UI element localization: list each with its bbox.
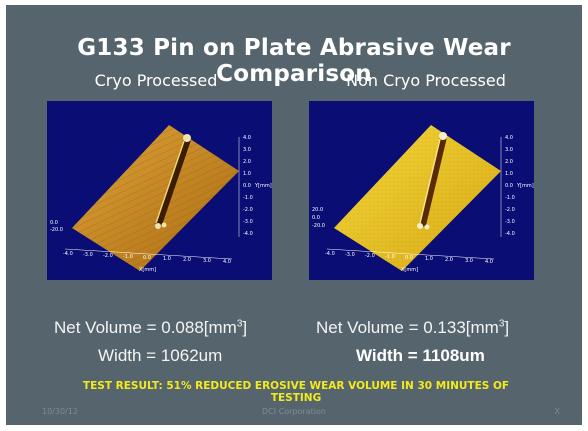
x-tick: -3.0 — [83, 252, 93, 258]
x-tick: -1.0 — [385, 254, 395, 260]
z-tick: 0.0 — [50, 220, 58, 226]
y-axis-label: Y[mm] — [516, 183, 534, 189]
y-tick: 3.0 — [505, 147, 513, 153]
y-tick: 1.0 — [243, 171, 251, 177]
non-cryo-wear-track — [419, 135, 447, 227]
y-tick: 4.0 — [243, 135, 251, 141]
z-tick: -20.0 — [50, 227, 63, 233]
x-tick: 3.0 — [203, 258, 211, 264]
cryo-wear-track — [155, 137, 191, 227]
non-cryo-net-volume: Net Volume = 0.133[mm3] — [316, 318, 509, 338]
z-tick: 20.0 — [312, 207, 323, 213]
z-tick: 0.0 — [312, 215, 320, 221]
y-tick: -1.0 — [243, 195, 253, 201]
y-tick: -2.0 — [243, 207, 253, 213]
x-tick: 4.0 — [223, 259, 231, 265]
x-tick: 1.0 — [425, 256, 433, 262]
x-tick: 0.0 — [143, 255, 151, 261]
slide: G133 Pin on Plate Abrasive Wear Comparis… — [6, 5, 582, 425]
test-result-line: TESTING — [270, 392, 322, 404]
x-tick: 1.0 — [163, 256, 171, 262]
test-result-line: TEST RESULT: 51% REDUCED EROSIVE WEAR VO… — [82, 380, 510, 392]
non-cryo-axes: 4.0 3.0 2.0 1.0 0.0 -1.0 -2.0 -3.0 -4.0 … — [312, 135, 534, 273]
test-result: TEST RESULT: 51% REDUCED EROSIVE WEAR VO… — [36, 380, 556, 404]
x-tick: -1.0 — [123, 254, 133, 260]
non-cryo-net-volume-exponent: 3 — [498, 318, 505, 330]
x-axis-label: X[mm] — [401, 267, 418, 273]
footer-date: 10/30/12 — [42, 407, 78, 416]
y-tick: 1.0 — [505, 171, 513, 177]
y-tick: -3.0 — [505, 219, 515, 225]
y-tick: -3.0 — [243, 219, 253, 225]
cryo-heading: Cryo Processed — [94, 71, 218, 90]
y-tick: 0.0 — [243, 183, 251, 189]
y-tick: 0.0 — [505, 183, 513, 189]
y-tick: 2.0 — [505, 159, 513, 165]
non-cryo-net-volume-value: Net Volume = 0.133[mm — [316, 318, 499, 337]
cryo-net-volume-value: Net Volume = 0.088[mm — [54, 318, 237, 337]
non-cryo-heading: Non Cryo Processed — [346, 71, 506, 90]
cryo-width: Width = 1062um — [98, 346, 223, 365]
x-tick: 0.0 — [405, 255, 413, 261]
y-tick: -4.0 — [243, 231, 253, 237]
cryo-net-volume-close: ] — [242, 318, 248, 337]
cryo-net-volume-exponent: 3 — [236, 318, 243, 330]
cryo-axes: 4.0 3.0 2.0 1.0 0.0 -1.0 -2.0 -3.0 -4.0 … — [50, 135, 272, 273]
non-cryo-width: Width = 1108um — [356, 346, 485, 365]
x-tick: -2.0 — [103, 253, 113, 259]
y-tick: -4.0 — [505, 231, 515, 237]
footer-company: DCI Corporation — [262, 407, 326, 416]
x-tick: 3.0 — [465, 258, 473, 264]
x-tick: -2.0 — [365, 253, 375, 259]
y-tick: 3.0 — [243, 147, 251, 153]
x-tick: 2.0 — [183, 257, 191, 263]
z-tick: -20.0 — [312, 223, 325, 229]
y-tick: 4.0 — [505, 135, 513, 141]
y-tick: -2.0 — [505, 207, 515, 213]
cryo-net-volume: Net Volume = 0.088[mm3] — [54, 318, 247, 338]
cryo-surface-plot: 4.0 3.0 2.0 1.0 0.0 -1.0 -2.0 -3.0 -4.0 … — [47, 101, 272, 280]
y-axis-label: Y[mm] — [254, 183, 272, 189]
y-tick: -1.0 — [505, 195, 515, 201]
non-cryo-net-volume-close: ] — [504, 318, 510, 337]
x-tick: 4.0 — [485, 259, 493, 265]
footer-page-number: X — [554, 407, 560, 416]
x-tick: -4.0 — [325, 251, 335, 257]
x-tick: -4.0 — [63, 251, 73, 257]
y-tick: 2.0 — [243, 159, 251, 165]
slide-title: G133 Pin on Plate Abrasive Wear Comparis… — [77, 35, 511, 87]
x-axis-label: X[mm] — [139, 267, 156, 273]
x-tick: -3.0 — [345, 252, 355, 258]
x-tick: 2.0 — [445, 257, 453, 263]
non-cryo-surface-plot: 4.0 3.0 2.0 1.0 0.0 -1.0 -2.0 -3.0 -4.0 … — [309, 101, 534, 280]
